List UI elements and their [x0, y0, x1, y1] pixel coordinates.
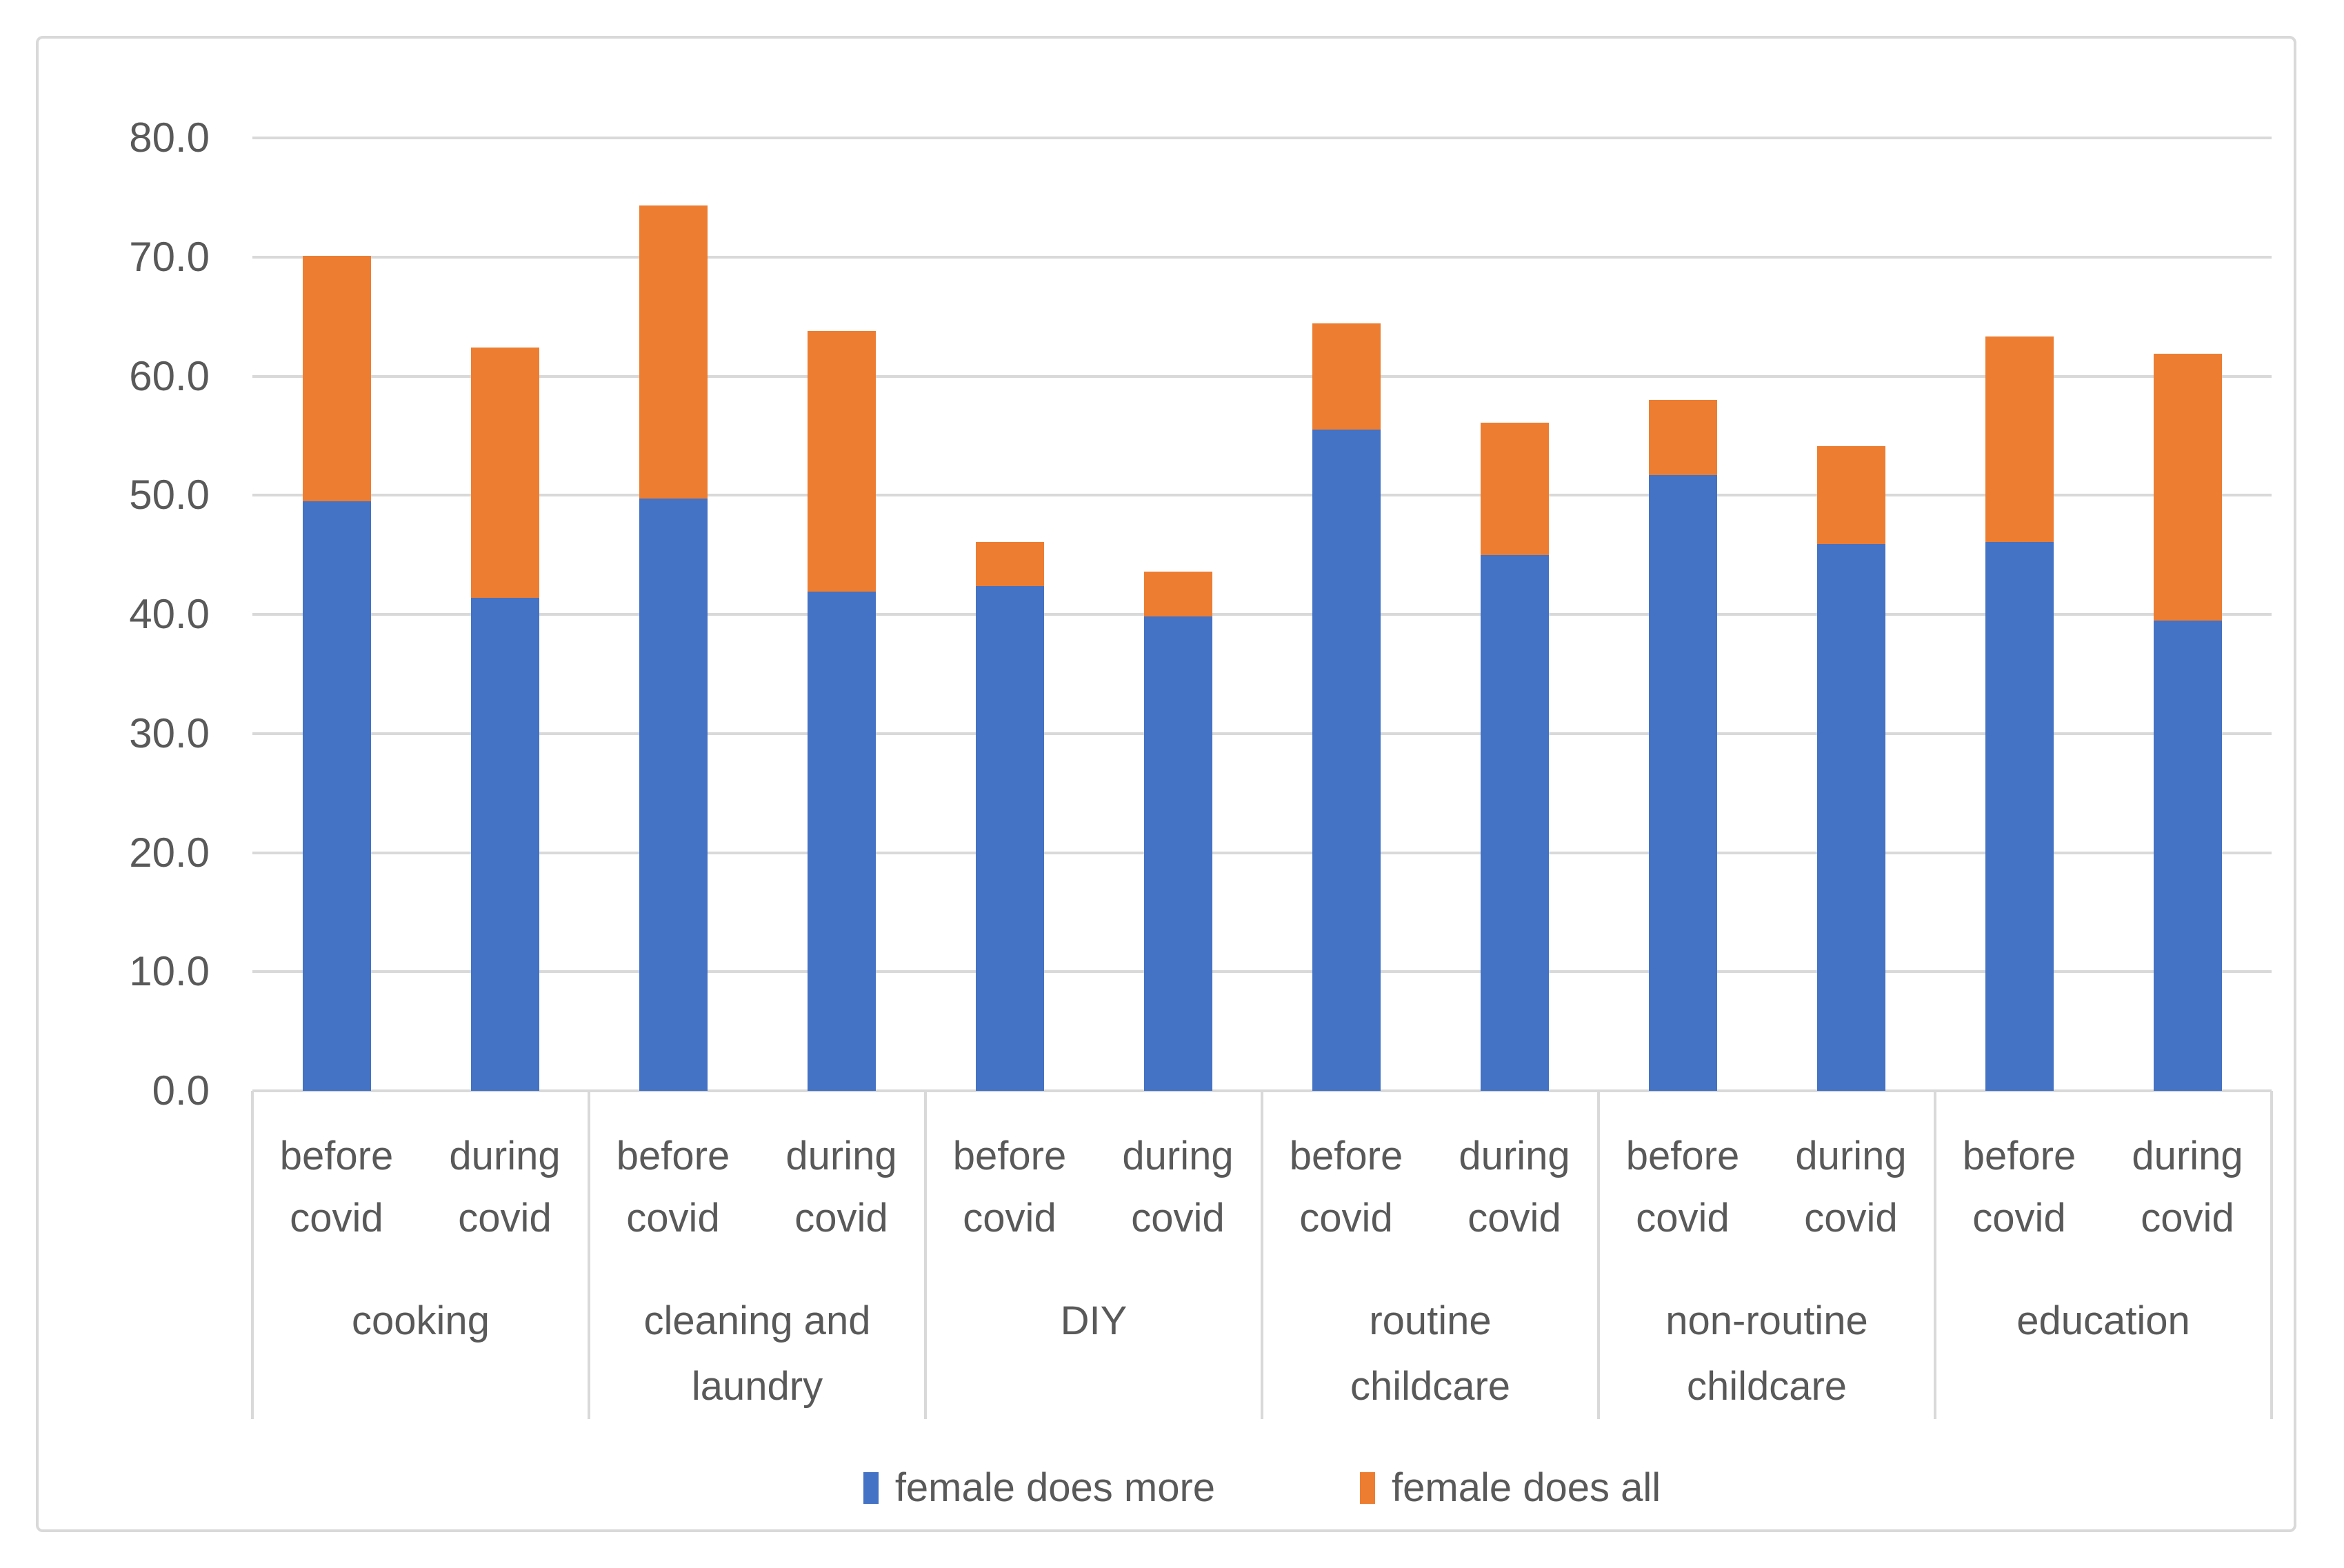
bar-segment-female-does-more: [470, 597, 539, 1091]
bar-segment-female-does-more: [1143, 616, 1212, 1091]
bar-segment-female-does-more: [1312, 430, 1381, 1091]
bar-segment-female-does-all: [1985, 336, 2054, 542]
legend: female does more female does all: [252, 1467, 2272, 1509]
x-axis-bar-label: before covid: [1289, 1134, 1403, 1240]
chart-plot-region: 0.0 10.0 20.0 30.0 40.0 50.0 60.0 70.0 80.0 befo…: [39, 39, 2294, 1529]
bar-segment-female-does-more: [1480, 554, 1549, 1091]
x-axis-category-label: non-routine childcare: [1665, 1298, 1868, 1409]
bar-segment-female-does-all: [1816, 446, 1885, 545]
gridline: [252, 374, 2272, 378]
bar-segment-female-does-more: [1985, 541, 2054, 1091]
bar-segment-female-does-all: [1312, 323, 1381, 430]
x-axis-bar-label: before covid: [616, 1134, 730, 1240]
category-divider: [588, 1091, 590, 1419]
x-axis-bar-label: before covid: [1625, 1134, 1740, 1240]
category-divider: [1597, 1091, 1600, 1419]
y-axis-tick-label: 80.0: [129, 114, 210, 161]
legend-label-female-does-all: female does all: [1392, 1465, 1661, 1510]
legend-entry-female-does-all: female does all: [1360, 1467, 1661, 1509]
legend-label-female-does-more: female does more: [894, 1465, 1216, 1510]
y-axis-tick-label: 50.0: [129, 472, 210, 519]
bar-segment-female-does-all: [1648, 400, 1717, 475]
legend-swatch-female-does-all-icon: [1360, 1472, 1376, 1504]
y-axis-tick-label: 0.0: [152, 1067, 210, 1114]
gridline: [252, 851, 2272, 854]
bar-segment-female-does-all: [807, 330, 876, 592]
gridline: [252, 494, 2272, 497]
x-axis-category-label: education: [2016, 1298, 2190, 1343]
x-axis-bar-label: during covid: [1459, 1134, 1570, 1240]
x-axis-bar-label: during covid: [2132, 1134, 2243, 1240]
x-axis-category-label: routine childcare: [1350, 1298, 1511, 1409]
x-axis-category-label: cooking: [352, 1298, 490, 1343]
bar-segment-female-does-all: [470, 348, 539, 598]
bar-segment-female-does-all: [975, 541, 1044, 586]
bar-segment-female-does-all: [639, 205, 708, 499]
bar-segment-female-does-more: [302, 501, 371, 1091]
bar-segment-female-does-more: [2153, 620, 2222, 1091]
x-axis-bar-label: during covid: [785, 1134, 897, 1240]
y-axis-tick-label: 70.0: [129, 233, 210, 280]
x-axis-bar-label: during covid: [1122, 1134, 1234, 1240]
y-axis-tick-label: 40.0: [129, 591, 210, 637]
legend-swatch-female-does-more-icon: [863, 1472, 879, 1504]
y-axis-tick-label: 10.0: [129, 948, 210, 995]
bar-segment-female-does-more: [639, 499, 708, 1091]
bar-segment-female-does-more: [1648, 474, 1717, 1091]
x-axis-bar-label: before covid: [279, 1134, 394, 1240]
x-axis-bar-label: before covid: [952, 1134, 1067, 1240]
bar-segment-female-does-all: [2153, 353, 2222, 621]
bar-segment-female-does-all: [1143, 571, 1212, 617]
bar-segment-female-does-all: [1480, 422, 1549, 555]
x-axis-bar-label: during covid: [1795, 1134, 1907, 1240]
x-axis-category-label: cleaning and laundry: [643, 1298, 871, 1409]
category-divider: [2270, 1091, 2273, 1419]
gridline: [252, 732, 2272, 735]
category-divider: [924, 1091, 927, 1419]
y-axis-tick-label: 30.0: [129, 710, 210, 756]
legend-entry-female-does-more: female does more: [863, 1467, 1215, 1509]
x-axis-category-label: DIY: [1060, 1298, 1128, 1343]
gridline: [252, 613, 2272, 616]
category-divider: [1934, 1091, 1936, 1419]
y-axis-tick-label: 60.0: [129, 352, 210, 399]
chart-outer-frame: 0.0 10.0 20.0 30.0 40.0 50.0 60.0 70.0 80.0 befo…: [36, 36, 2296, 1532]
bar-segment-female-does-more: [1816, 544, 1885, 1091]
bar-segment-female-does-more: [807, 592, 876, 1091]
bar-segment-female-does-more: [975, 585, 1044, 1091]
x-axis-bar-label: during covid: [449, 1134, 561, 1240]
y-axis-tick-label: 20.0: [129, 829, 210, 876]
category-divider: [251, 1091, 254, 1419]
gridline: [252, 137, 2272, 139]
bar-segment-female-does-all: [302, 256, 371, 501]
x-axis-bar-label: before covid: [1962, 1134, 2076, 1240]
gridline: [252, 970, 2272, 974]
category-divider: [1261, 1091, 1263, 1419]
gridline: [252, 255, 2272, 259]
